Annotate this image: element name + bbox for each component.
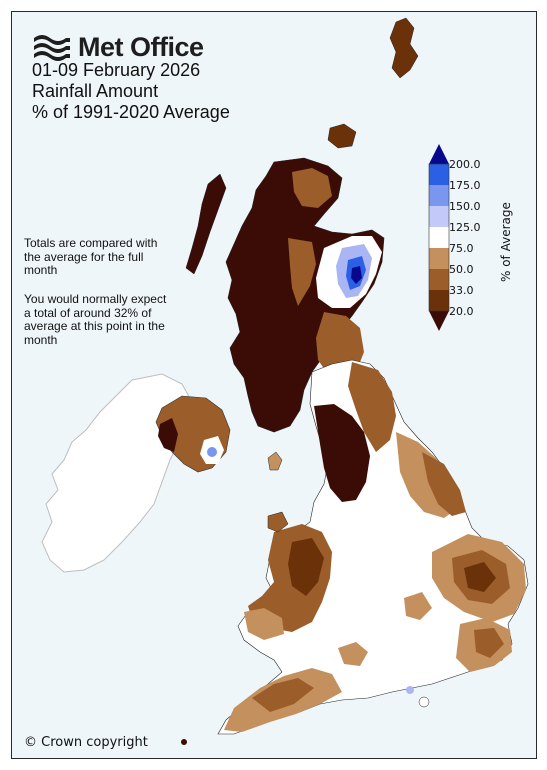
scotland-east-fringe <box>288 238 316 306</box>
isle-of-man <box>267 451 283 471</box>
midlands-patches <box>338 642 368 666</box>
tick-label: 20.0 <box>449 305 474 318</box>
note-comparison: Totals are compared with the average for… <box>24 236 158 277</box>
colorbar-top-arrow <box>429 144 449 164</box>
tick-label: 50.0 <box>449 263 474 276</box>
solent-wet <box>406 686 414 694</box>
title-metric: Rainfall Amount <box>32 81 159 101</box>
colorbar-125-150 <box>429 206 449 227</box>
scotland <box>225 157 385 433</box>
colorbar-title: % of Average <box>499 202 513 282</box>
shetland <box>389 17 419 79</box>
ni-dark-west <box>158 418 178 452</box>
colorbar-33-50 <box>429 269 449 290</box>
scotland-north-fringe <box>292 168 332 208</box>
southeast-darker <box>474 628 504 658</box>
lincolnshire-dry <box>422 452 466 516</box>
ni-wet-core <box>207 447 217 457</box>
note-expected: You would normally expect a total of aro… <box>24 292 167 347</box>
tick-label: 200.0 <box>449 158 481 171</box>
isle-of-wight <box>418 696 430 708</box>
anglesey <box>267 511 289 533</box>
wales-southwest <box>244 608 284 640</box>
isles-of-scilly <box>181 739 187 745</box>
northern-england-dry <box>348 362 396 452</box>
colorbar <box>428 144 450 331</box>
met-office-logo: Met Office <box>32 30 204 64</box>
wiltshire-patch <box>404 592 432 620</box>
outer-hebrides <box>185 173 227 275</box>
northern-england-very-dry <box>314 404 370 502</box>
colorbar-20-33 <box>429 290 449 311</box>
tick-label: 125.0 <box>449 221 481 234</box>
map-titles: 01-09 February 2026 Rainfall Amount % of… <box>32 60 230 123</box>
aberdeenshire-extreme <box>351 266 362 284</box>
colorbar-75-125 <box>429 227 449 248</box>
tick-label: 175.0 <box>449 179 481 192</box>
tick-label: 150.0 <box>449 200 481 213</box>
met-office-waves-icon <box>34 35 70 61</box>
logo-text: Met Office <box>78 31 204 62</box>
colorbar-175-200 <box>429 164 449 185</box>
colorbar-bottom-arrow <box>429 311 449 331</box>
rainfall-map <box>41 17 529 745</box>
title-baseline: % of 1991-2020 Average <box>32 102 230 122</box>
colorbar-150-175 <box>429 185 449 206</box>
tick-label: 33.0 <box>449 284 474 297</box>
title-period: 01-09 February 2026 <box>32 60 201 80</box>
copyright-notice: © Crown copyright <box>24 735 148 750</box>
colorbar-50-75 <box>429 248 449 269</box>
southwest-darker <box>252 678 314 712</box>
tick-label: 75.0 <box>449 242 474 255</box>
east-anglia-core <box>464 562 496 592</box>
map-frame: Met Office 01-09 February 2026 Rainfall … <box>11 11 537 759</box>
orkney <box>327 123 357 149</box>
wales-dark <box>288 538 324 596</box>
